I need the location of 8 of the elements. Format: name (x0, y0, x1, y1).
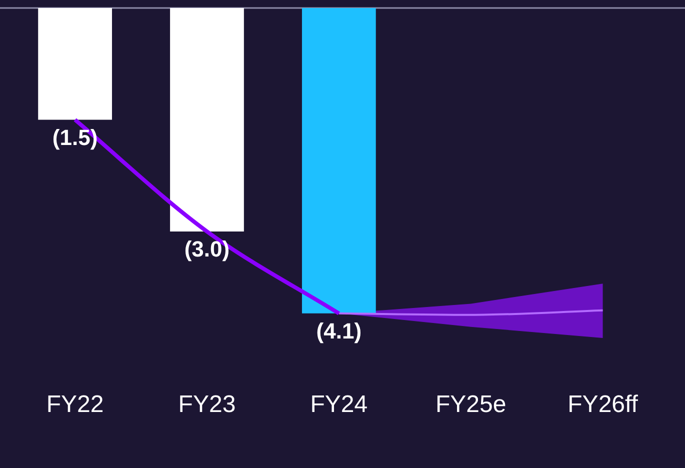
data-label: (3.0) (184, 236, 230, 262)
x-tick-label: FY24 (310, 391, 368, 418)
x-tick-label: FY26ff (568, 391, 638, 418)
x-tick-label: FY22 (46, 391, 104, 418)
data-label: (4.1) (316, 318, 362, 344)
x-tick-label: FY25e (435, 391, 506, 418)
data-label: (1.5) (52, 124, 98, 150)
x-tick-label: FY23 (178, 391, 236, 418)
